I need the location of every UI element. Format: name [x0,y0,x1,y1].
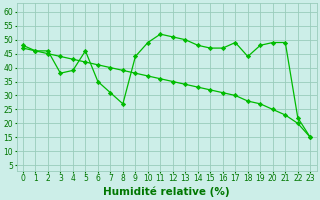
X-axis label: Humidité relative (%): Humidité relative (%) [103,186,230,197]
